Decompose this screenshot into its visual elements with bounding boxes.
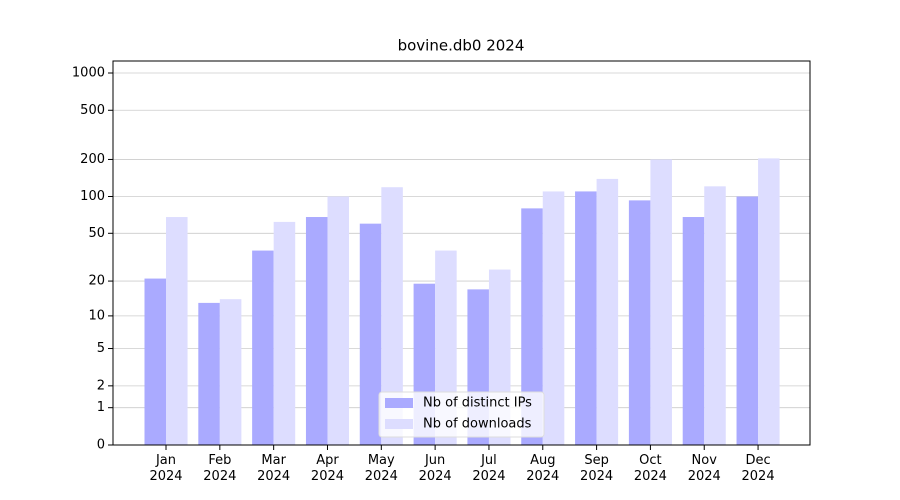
y-tick-label: 10	[88, 308, 105, 323]
y-tick-label: 100	[80, 189, 105, 204]
x-tick-label: Sep 2024	[580, 453, 614, 484]
bar	[596, 178, 619, 445]
bar	[252, 250, 274, 445]
legend: Nb of distinct IPs Nb of downloads	[378, 391, 545, 438]
x-tick-label: May 2024	[364, 453, 398, 484]
x-tick-label: Feb 2024	[203, 453, 237, 484]
bar	[758, 158, 780, 445]
x-tick-label: Mar 2024	[257, 453, 291, 484]
legend-label: Nb of downloads	[423, 417, 532, 432]
chart-title: bovine.db0 2024	[398, 37, 525, 55]
y-tick-label: 0	[97, 438, 105, 453]
y-tick-label: 1	[97, 400, 105, 415]
bar	[166, 217, 188, 445]
y-tick-label: 2	[97, 378, 105, 393]
x-tick-label: Apr 2024	[310, 453, 345, 484]
legend-swatch	[385, 398, 413, 408]
bar	[381, 187, 403, 445]
bar	[219, 299, 242, 445]
bar	[521, 208, 543, 445]
x-tick-label: Jul 2024	[472, 453, 506, 484]
x-tick-label: Jan 2024	[149, 453, 183, 484]
bar	[628, 200, 651, 445]
bar	[144, 278, 167, 445]
y-tick-label: 5	[97, 341, 105, 356]
x-tick-label: Nov 2024	[687, 453, 721, 484]
x-tick-label: Dec 2024	[741, 453, 775, 484]
y-tick-label: 200	[80, 152, 105, 167]
y-tick-label: 20	[88, 274, 105, 289]
y-tick-label: 500	[80, 103, 105, 118]
bar	[273, 221, 296, 445]
bar	[575, 191, 597, 445]
bar	[305, 217, 328, 445]
legend-box	[378, 391, 545, 438]
y-tick-label: 50	[88, 226, 105, 241]
bar	[542, 191, 565, 445]
bar	[704, 186, 726, 446]
legend-label: Nb of distinct IPs	[423, 396, 532, 411]
bar	[327, 196, 350, 445]
x-tick-label: Jun 2024	[418, 453, 452, 484]
legend-swatch	[385, 419, 413, 429]
bar	[682, 217, 705, 445]
bar	[359, 223, 382, 445]
bar	[736, 196, 759, 445]
x-tick-label: Aug 2024	[526, 453, 560, 484]
bar	[650, 159, 672, 445]
y-tick-label: 1000	[72, 66, 105, 81]
bar	[198, 302, 220, 445]
x-tick-label: Oct 2024	[633, 453, 667, 484]
plot-frame	[112, 60, 811, 446]
